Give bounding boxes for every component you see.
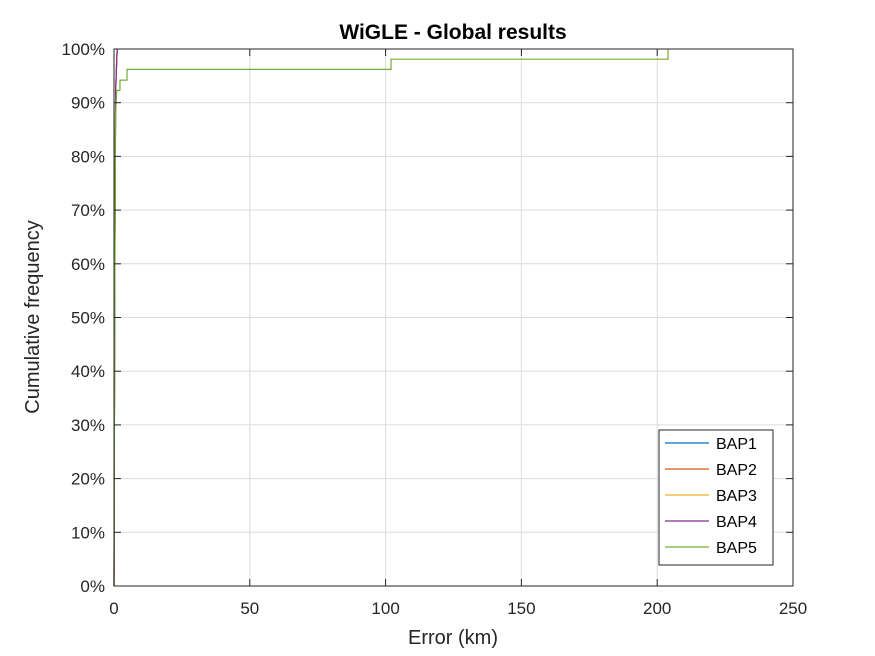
x-tick-label: 200 — [643, 599, 671, 618]
legend-entries: BAP1 BAP2 BAP3 BAP4 BAP5 — [665, 436, 757, 557]
legend-label-bap4: BAP4 — [716, 514, 757, 531]
y-tick-label: 30% — [71, 416, 105, 435]
legend-label-bap3: BAP3 — [716, 488, 757, 505]
y-tick-label: 40% — [71, 362, 105, 381]
y-tick-label: 70% — [71, 201, 105, 220]
x-tick-label: 150 — [507, 599, 535, 618]
legend-label-bap1: BAP1 — [716, 436, 757, 453]
y-tick-label: 10% — [71, 523, 105, 542]
y-tick-labels: 0% 10% 20% 30% 40% 50% 60% 70% 80% 90% 100% — [62, 40, 105, 596]
legend-label-bap2: BAP2 — [716, 462, 757, 479]
ticks — [113, 48, 794, 587]
y-tick-label: 90% — [71, 94, 105, 113]
y-tick-label: 50% — [71, 309, 105, 328]
y-tick-label: 60% — [71, 255, 105, 274]
x-tick-label: 250 — [779, 599, 807, 618]
y-axis-label: Cumulative frequency — [22, 220, 44, 413]
x-tick-label: 100 — [371, 599, 399, 618]
y-tick-label: 0% — [80, 577, 105, 596]
x-tick-label: 50 — [240, 599, 259, 618]
x-tick-label: 0 — [109, 599, 118, 618]
y-tick-label: 80% — [71, 147, 105, 166]
x-axis-label: Error (km) — [408, 627, 498, 649]
series-line-bap5 — [113, 49, 669, 587]
grid — [114, 49, 793, 586]
legend: BAP1 BAP2 BAP3 BAP4 BAP5 — [658, 429, 774, 566]
x-tick-labels: 0 50 100 150 200 250 — [109, 599, 807, 618]
legend-label-bap5: BAP5 — [716, 540, 757, 557]
y-tick-label: 20% — [71, 470, 105, 489]
chart-title: WiGLE - Global results — [339, 21, 566, 44]
y-tick-label: 100% — [62, 40, 105, 59]
legend-box — [658, 429, 774, 566]
